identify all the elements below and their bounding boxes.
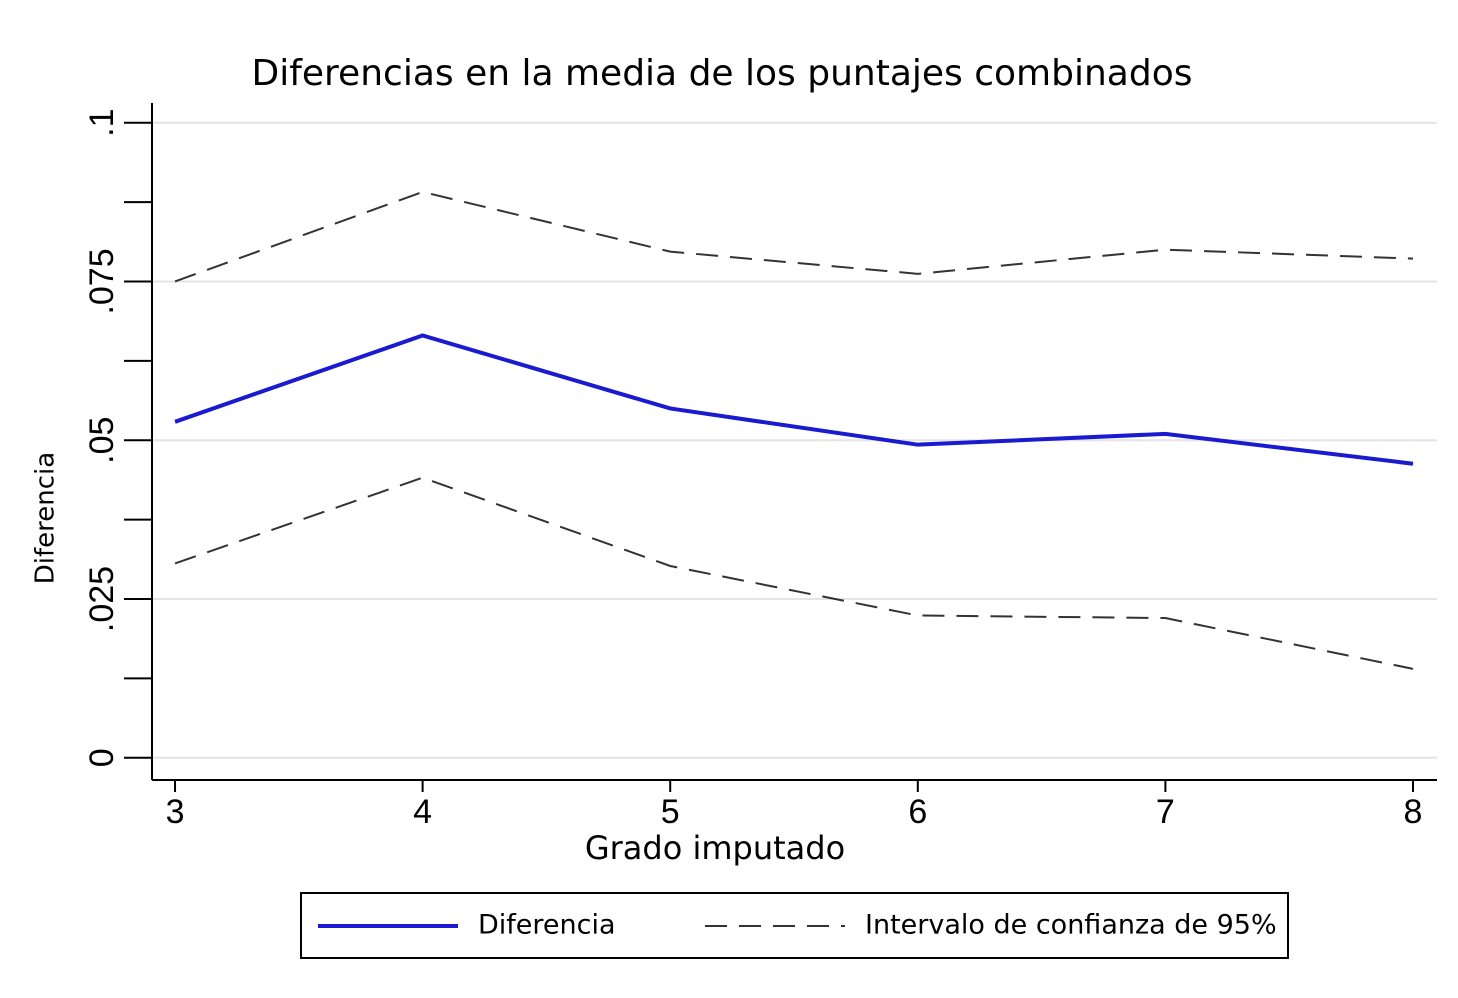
y-tick-label: 0 (83, 748, 121, 767)
y-tick-label: .025 (83, 566, 121, 632)
x-tick-label: 6 (908, 793, 927, 831)
x-tick-label: 7 (1156, 793, 1175, 831)
x-axis-label: Grado imputado (585, 829, 845, 867)
y-tick-label: .1 (83, 109, 121, 137)
x-tick-label: 8 (1404, 793, 1423, 831)
legend-label: Intervalo de confianza de 95% (865, 910, 1277, 941)
line (174, 333, 1414, 466)
chart-title: Diferencias en la media de los puntajes … (252, 53, 1193, 94)
y-axis-label: Diferencia (31, 452, 61, 584)
line (174, 476, 1414, 670)
line (174, 190, 1414, 283)
y-tick-label: .05 (83, 417, 121, 464)
x-tick-label: 3 (166, 793, 185, 831)
y-tick-label: .075 (83, 248, 121, 314)
x-tick-label: 4 (413, 793, 432, 831)
legend-label: Diferencia (478, 910, 616, 941)
x-tick-label: 5 (661, 793, 680, 831)
